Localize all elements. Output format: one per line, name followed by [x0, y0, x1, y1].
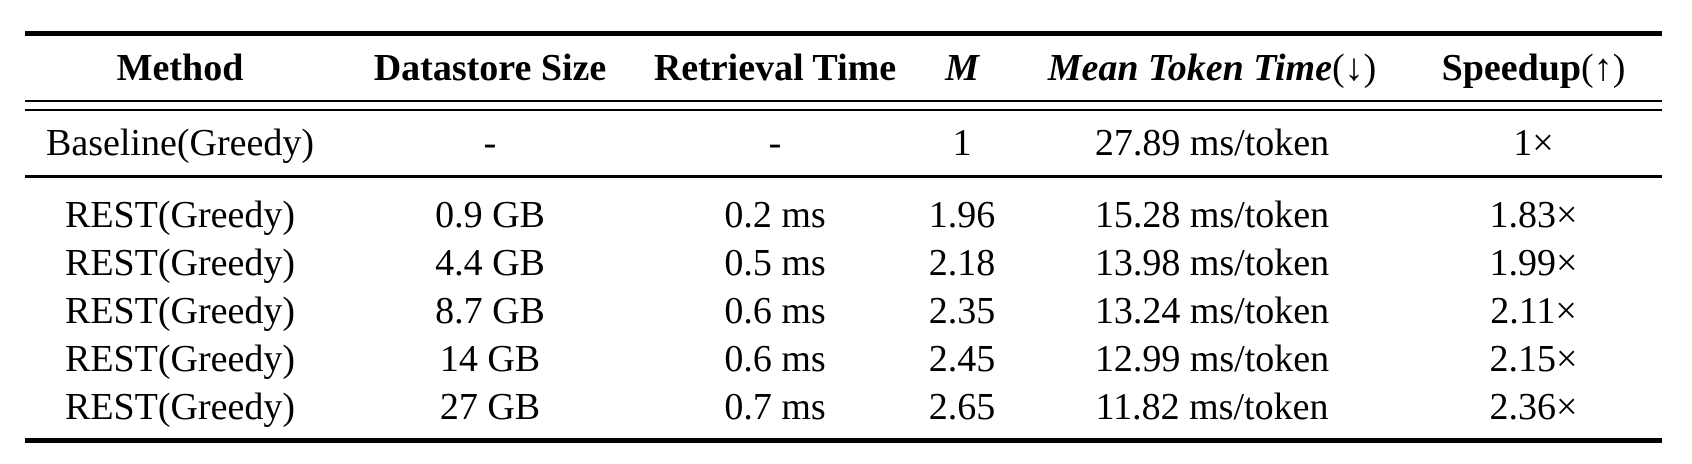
- cell-retrieval-time: 0.7 ms: [724, 385, 826, 428]
- cell-m: 2.18: [928, 241, 996, 284]
- cell-datastore-size: -: [483, 122, 497, 164]
- cell-m: 2.65: [928, 385, 996, 428]
- rest-rows-section: REST(Greedy) 0.9 GB 0.2 ms 1.96 15.28 ms…: [25, 178, 1662, 438]
- column-header-up-arrow-icon: (↑): [1581, 47, 1626, 89]
- section-divider-rule: [25, 175, 1662, 178]
- cell-mean-token-time: 11.82 ms/token: [1095, 385, 1329, 428]
- table-row: REST(Greedy) 8.7 GB 0.6 ms 2.35 13.24 ms…: [25, 287, 1662, 335]
- cell-retrieval-time: 0.6 ms: [724, 337, 826, 380]
- cell-retrieval-time: 0.6 ms: [724, 289, 826, 332]
- cell-datastore-size: 4.4 GB: [435, 241, 545, 284]
- cell-mean-token-time: 13.98 ms/token: [1094, 241, 1330, 284]
- column-header-retrieval-time: Retrieval Time: [645, 49, 905, 87]
- column-header-label: Mean Token Time: [1047, 47, 1332, 89]
- cell-speedup: 2.36×: [1489, 385, 1578, 428]
- cell-datastore-size: 27 GB: [439, 385, 541, 428]
- column-header-m: M: [905, 49, 1019, 87]
- cell-speedup: 1.99×: [1489, 241, 1578, 284]
- column-header-down-arrow-icon: (↓): [1331, 47, 1377, 89]
- cell-method: REST(Greedy): [64, 337, 296, 380]
- cell-mean-token-time: 15.28 ms/token: [1094, 193, 1330, 236]
- cell-mean-token-time: 13.24 ms/token: [1094, 289, 1330, 332]
- cell-method: REST(Greedy): [64, 193, 296, 236]
- cell-method: Baseline(Greedy): [46, 122, 314, 164]
- column-header-label: Speedup: [1441, 47, 1582, 89]
- cell-method: REST(Greedy): [64, 289, 296, 332]
- table-row: Baseline(Greedy) - - 1 27.89 ms/token 1×: [25, 111, 1662, 175]
- header-double-rule: [25, 100, 1662, 111]
- cell-datastore-size: 0.9 GB: [435, 193, 545, 236]
- table-row: REST(Greedy) 27 GB 0.7 ms 2.65 11.82 ms/…: [25, 383, 1662, 431]
- cell-speedup: 2.11×: [1490, 289, 1577, 332]
- cell-method: REST(Greedy): [64, 241, 296, 284]
- column-header-speedup: Speedup(↑): [1405, 49, 1662, 87]
- cell-retrieval-time: -: [768, 122, 782, 164]
- baseline-section: Baseline(Greedy) - - 1 27.89 ms/token 1×: [25, 111, 1662, 175]
- column-header-mean-token-time: Mean Token Time(↓): [1019, 49, 1405, 87]
- column-header-label: Datastore Size: [373, 47, 607, 89]
- cell-speedup: 1×: [1513, 122, 1554, 164]
- cell-retrieval-time: 0.5 ms: [724, 241, 826, 284]
- table-bottom-rule: [25, 437, 1662, 443]
- cell-m: 1: [952, 122, 972, 164]
- column-header-datastore-size: Datastore Size: [335, 49, 645, 87]
- cell-datastore-size: 8.7 GB: [435, 289, 545, 332]
- cell-mean-token-time: 12.99 ms/token: [1094, 337, 1330, 380]
- cell-retrieval-time: 0.2 ms: [724, 193, 826, 236]
- column-header-label: M: [945, 47, 979, 89]
- table-header-row: Method Datastore Size Retrieval Time M M…: [25, 36, 1662, 100]
- results-table: Method Datastore Size Retrieval Time M M…: [25, 31, 1662, 443]
- table-row: REST(Greedy) 14 GB 0.6 ms 2.45 12.99 ms/…: [25, 335, 1662, 383]
- cell-speedup: 1.83×: [1489, 193, 1578, 236]
- cell-method: REST(Greedy): [64, 385, 296, 428]
- table-top-rule: [25, 31, 1662, 36]
- table-row: REST(Greedy) 4.4 GB 0.5 ms 2.18 13.98 ms…: [25, 239, 1662, 287]
- cell-mean-token-time: 27.89 ms/token: [1094, 122, 1330, 164]
- column-header-label: Retrieval Time: [653, 47, 897, 89]
- column-header-method: Method: [25, 49, 335, 87]
- column-header-label: Method: [116, 47, 244, 89]
- table-row: REST(Greedy) 0.9 GB 0.2 ms 1.96 15.28 ms…: [25, 191, 1662, 239]
- cell-m: 1.96: [928, 193, 996, 236]
- cell-m: 2.35: [928, 289, 996, 332]
- cell-m: 2.45: [928, 337, 996, 380]
- cell-datastore-size: 14 GB: [439, 337, 541, 380]
- cell-speedup: 2.15×: [1489, 337, 1578, 380]
